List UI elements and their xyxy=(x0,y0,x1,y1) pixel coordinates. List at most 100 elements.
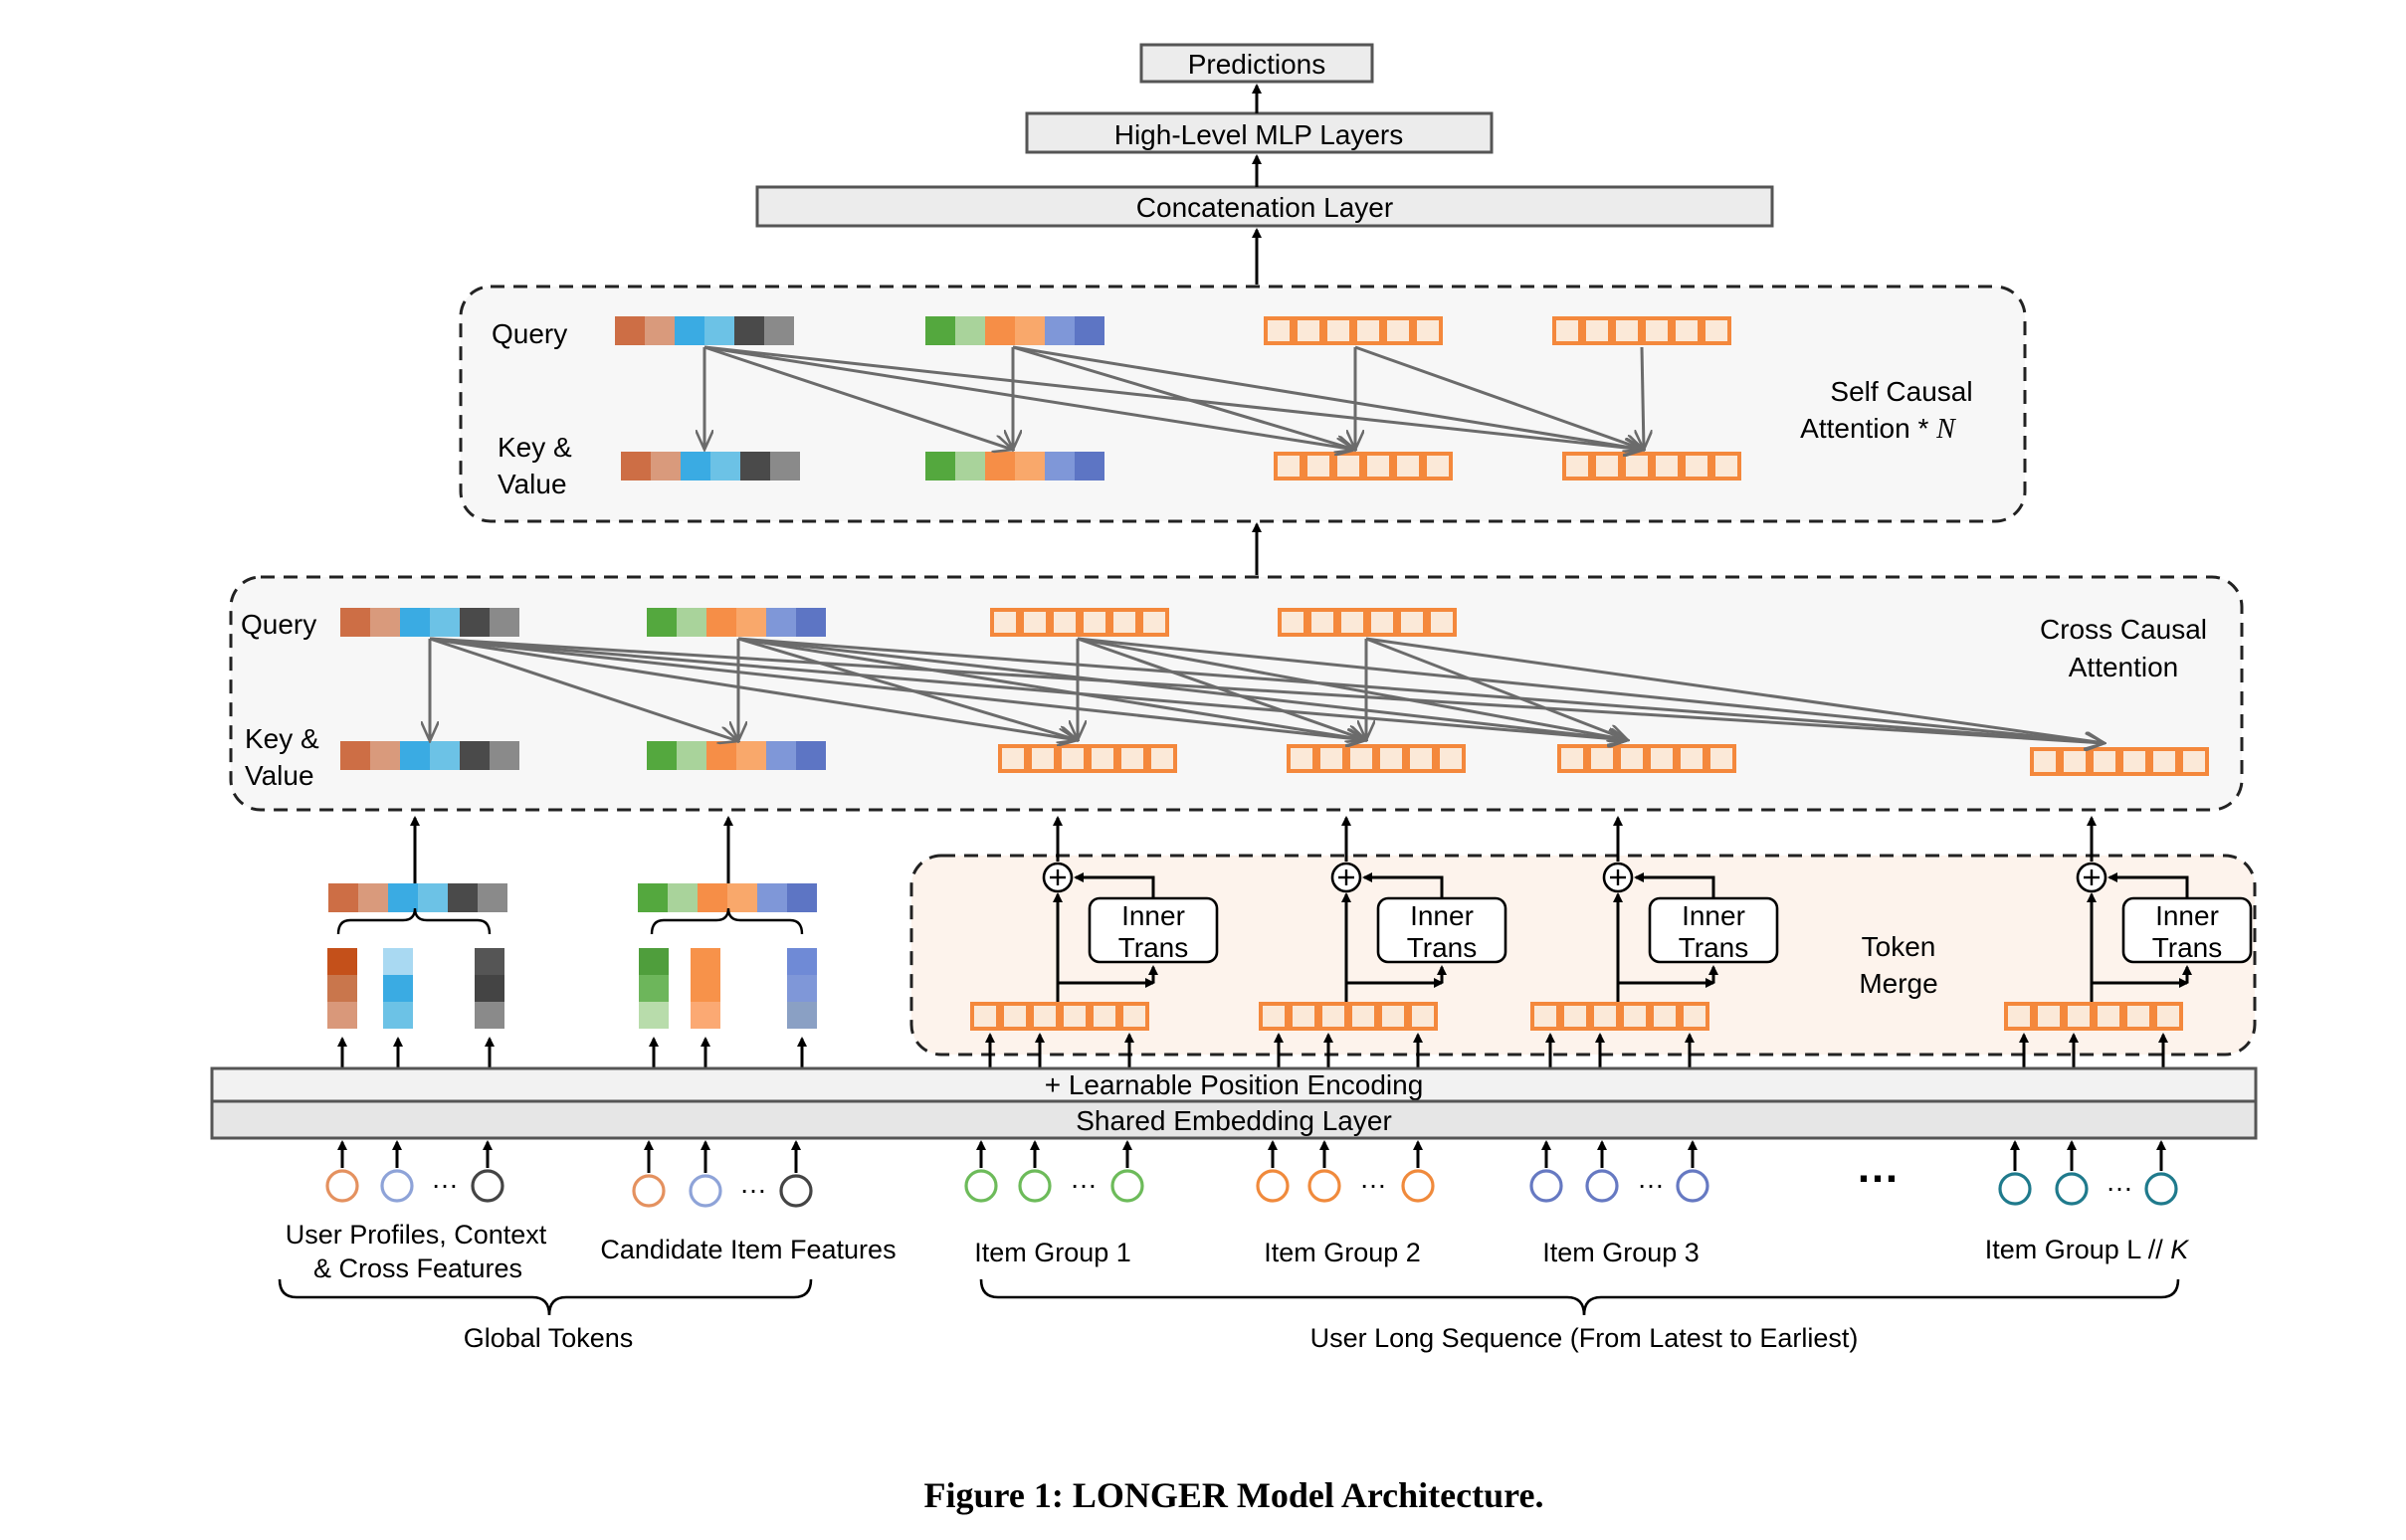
input-features: ……………… xyxy=(325,1140,2178,1208)
candidate-stack-1-cell xyxy=(639,948,669,975)
self-query-item-token-cell xyxy=(925,316,955,345)
position-encoding-layer: + Learnable Position Encoding xyxy=(210,1066,2258,1103)
user-feature-inputs-circle xyxy=(380,1169,414,1203)
cross-key-seq-token-2-cell xyxy=(1291,748,1312,769)
cross-query-seq-token-1-cell xyxy=(1084,612,1105,633)
candidate-stack-1-cell xyxy=(639,1002,669,1029)
context-stack xyxy=(383,948,413,1068)
candidate-stack-3 xyxy=(787,948,817,1068)
cross-key-seq-token-4-frame xyxy=(2030,747,2209,776)
item-aggregate-brace xyxy=(650,907,804,935)
cross-query-seq-token-2-cell xyxy=(1282,612,1303,633)
item-group-1-inputs-circle xyxy=(964,1169,998,1203)
cross-arrow-q2-k5 xyxy=(737,637,1628,740)
token-merge-unit-3-inner-label-1: Inner xyxy=(1682,900,1745,931)
self-key-item-token-cell xyxy=(1075,452,1104,481)
self-arrow-q1-k2 xyxy=(703,345,1013,450)
token-merge-unit-2-group-token xyxy=(1259,1002,1438,1031)
item-group-3-inputs-circle xyxy=(1529,1169,1563,1203)
token-merge-unit-2-group-token-cell xyxy=(1412,1006,1434,1027)
token-merge-unit-2-inner-label-2: Trans xyxy=(1407,932,1478,963)
token-merge-unit-4-inner-label-1: Inner xyxy=(2155,900,2219,931)
cross-query-user-token-cell xyxy=(460,608,490,637)
cross-key-seq-token-4-cell xyxy=(2123,751,2145,772)
self-arrow-q2-k4 xyxy=(1012,345,1644,450)
cross-arrow-q1-k4 xyxy=(429,637,1366,740)
cross-query-seq-token-1-cell xyxy=(1143,612,1165,633)
user-profiles-label-line1: User Profiles, Context xyxy=(286,1220,547,1250)
self-query-label: Query xyxy=(492,318,567,349)
token-merge-unit-3-group-token-cell xyxy=(1534,1006,1556,1027)
token-merge-unit-2-inner-label-1: Inner xyxy=(1410,900,1474,931)
user-profile-stack-cell xyxy=(327,975,357,1002)
item-group-2-inputs-circle xyxy=(1256,1169,1290,1203)
self-key-user-token-cell xyxy=(710,452,740,481)
self-query-seq-token-2-cell xyxy=(1676,320,1698,341)
cross-key-user-token-cell xyxy=(460,741,490,770)
concatenation-label: Concatenation Layer xyxy=(1136,192,1393,223)
cross-key-seq-token-4-cell xyxy=(2183,751,2205,772)
item-group-2-inputs: … xyxy=(1256,1140,1435,1203)
self-arrow-q4-k4 xyxy=(1642,346,1644,450)
self-query-user-token xyxy=(615,316,794,345)
cross-key-seq-token-2-cell xyxy=(1380,748,1402,769)
item-group-1-label: Item Group 1 xyxy=(974,1238,1131,1267)
self-query-item-token-cell xyxy=(985,316,1015,345)
item-group-last-inputs-ellipsis: … xyxy=(2105,1166,2133,1197)
self-query-item-token-cell xyxy=(1015,316,1045,345)
cross-key-seq-token-4-cell xyxy=(2034,751,2056,772)
context-stack-cell xyxy=(383,948,413,975)
self-query-seq-token-2-cell xyxy=(1556,320,1578,341)
user-feature-inputs: … xyxy=(325,1140,504,1203)
cross-key-user-token-cell xyxy=(340,741,370,770)
self-query-seq-token-2 xyxy=(1552,316,1731,345)
cross-key-seq-token-1 xyxy=(998,744,1177,773)
self-key-seq-token-2-cell xyxy=(1566,456,1588,477)
cross-title-line1: Cross Causal xyxy=(2040,614,2207,645)
cross-key-seq-token-1-cell xyxy=(1151,748,1173,769)
token-merge-unit-3-group-token-frame xyxy=(1530,1002,1709,1031)
candidate-stack-1 xyxy=(639,948,669,1068)
self-query-seq-token-2-cell xyxy=(1616,320,1638,341)
cross-query-item-token-cell xyxy=(706,608,736,637)
cross-arrow-q3-k6 xyxy=(1077,637,2105,743)
self-query-seq-token-1-frame xyxy=(1264,316,1443,345)
self-key-user-token-cell xyxy=(651,452,681,481)
cross-key-seq-token-1-cell xyxy=(1002,748,1024,769)
candidate-stack-2-cell xyxy=(691,948,720,975)
shared-embedding-label: Shared Embedding Layer xyxy=(1076,1105,1392,1136)
self-query-seq-token-2-cell xyxy=(1646,320,1668,341)
cross-key-label: Key & xyxy=(245,723,319,754)
self-arrow-q1-k4 xyxy=(703,345,1644,450)
self-key-seq-token-1-cell xyxy=(1427,456,1449,477)
user-profile-stack xyxy=(327,948,357,1068)
candidate-stack-3-cell xyxy=(787,948,817,975)
cross-key-user-token-cell xyxy=(400,741,430,770)
cross-query-label: Query xyxy=(241,609,316,640)
user-feature-inputs-circle xyxy=(471,1169,504,1203)
cross-query-seq-token-1-cell xyxy=(994,612,1016,633)
token-merge-unit-2-group-token-cell xyxy=(1352,1006,1374,1027)
token-merge-panel: Token Merge InnerTransInnerTransInnerTra… xyxy=(909,816,2257,1068)
token-merge-title-line2: Merge xyxy=(1859,968,1937,999)
cross-query-seq-token-2-cell xyxy=(1401,612,1423,633)
more-groups-ellipsis: … xyxy=(1856,1143,1900,1192)
self-title-line2: Attention * N xyxy=(1800,413,1956,445)
cross-query-seq-token-2 xyxy=(1278,608,1457,637)
self-key-seq-token-1-frame xyxy=(1274,452,1453,481)
token-merge-unit-4-group-token-frame xyxy=(2004,1002,2183,1031)
item-group-1-inputs-ellipsis: … xyxy=(1070,1163,1098,1194)
cross-key-seq-token-3-cell xyxy=(1591,748,1613,769)
self-query-seq-token-2-cell xyxy=(1705,320,1727,341)
cross-key-seq-token-4-cell xyxy=(2153,751,2175,772)
cross-key-seq-token-2-cell xyxy=(1440,748,1462,769)
self-query-user-token-cell xyxy=(734,316,764,345)
context-stack-cell xyxy=(383,1002,413,1029)
cross-key-item-token-cell xyxy=(736,741,766,770)
cross-key-seq-token-4-cell xyxy=(2064,751,2086,772)
user-feature-inputs-ellipsis: … xyxy=(431,1163,459,1194)
cross-query-user-token xyxy=(340,608,519,637)
cross-key-seq-token-2-cell xyxy=(1410,748,1432,769)
